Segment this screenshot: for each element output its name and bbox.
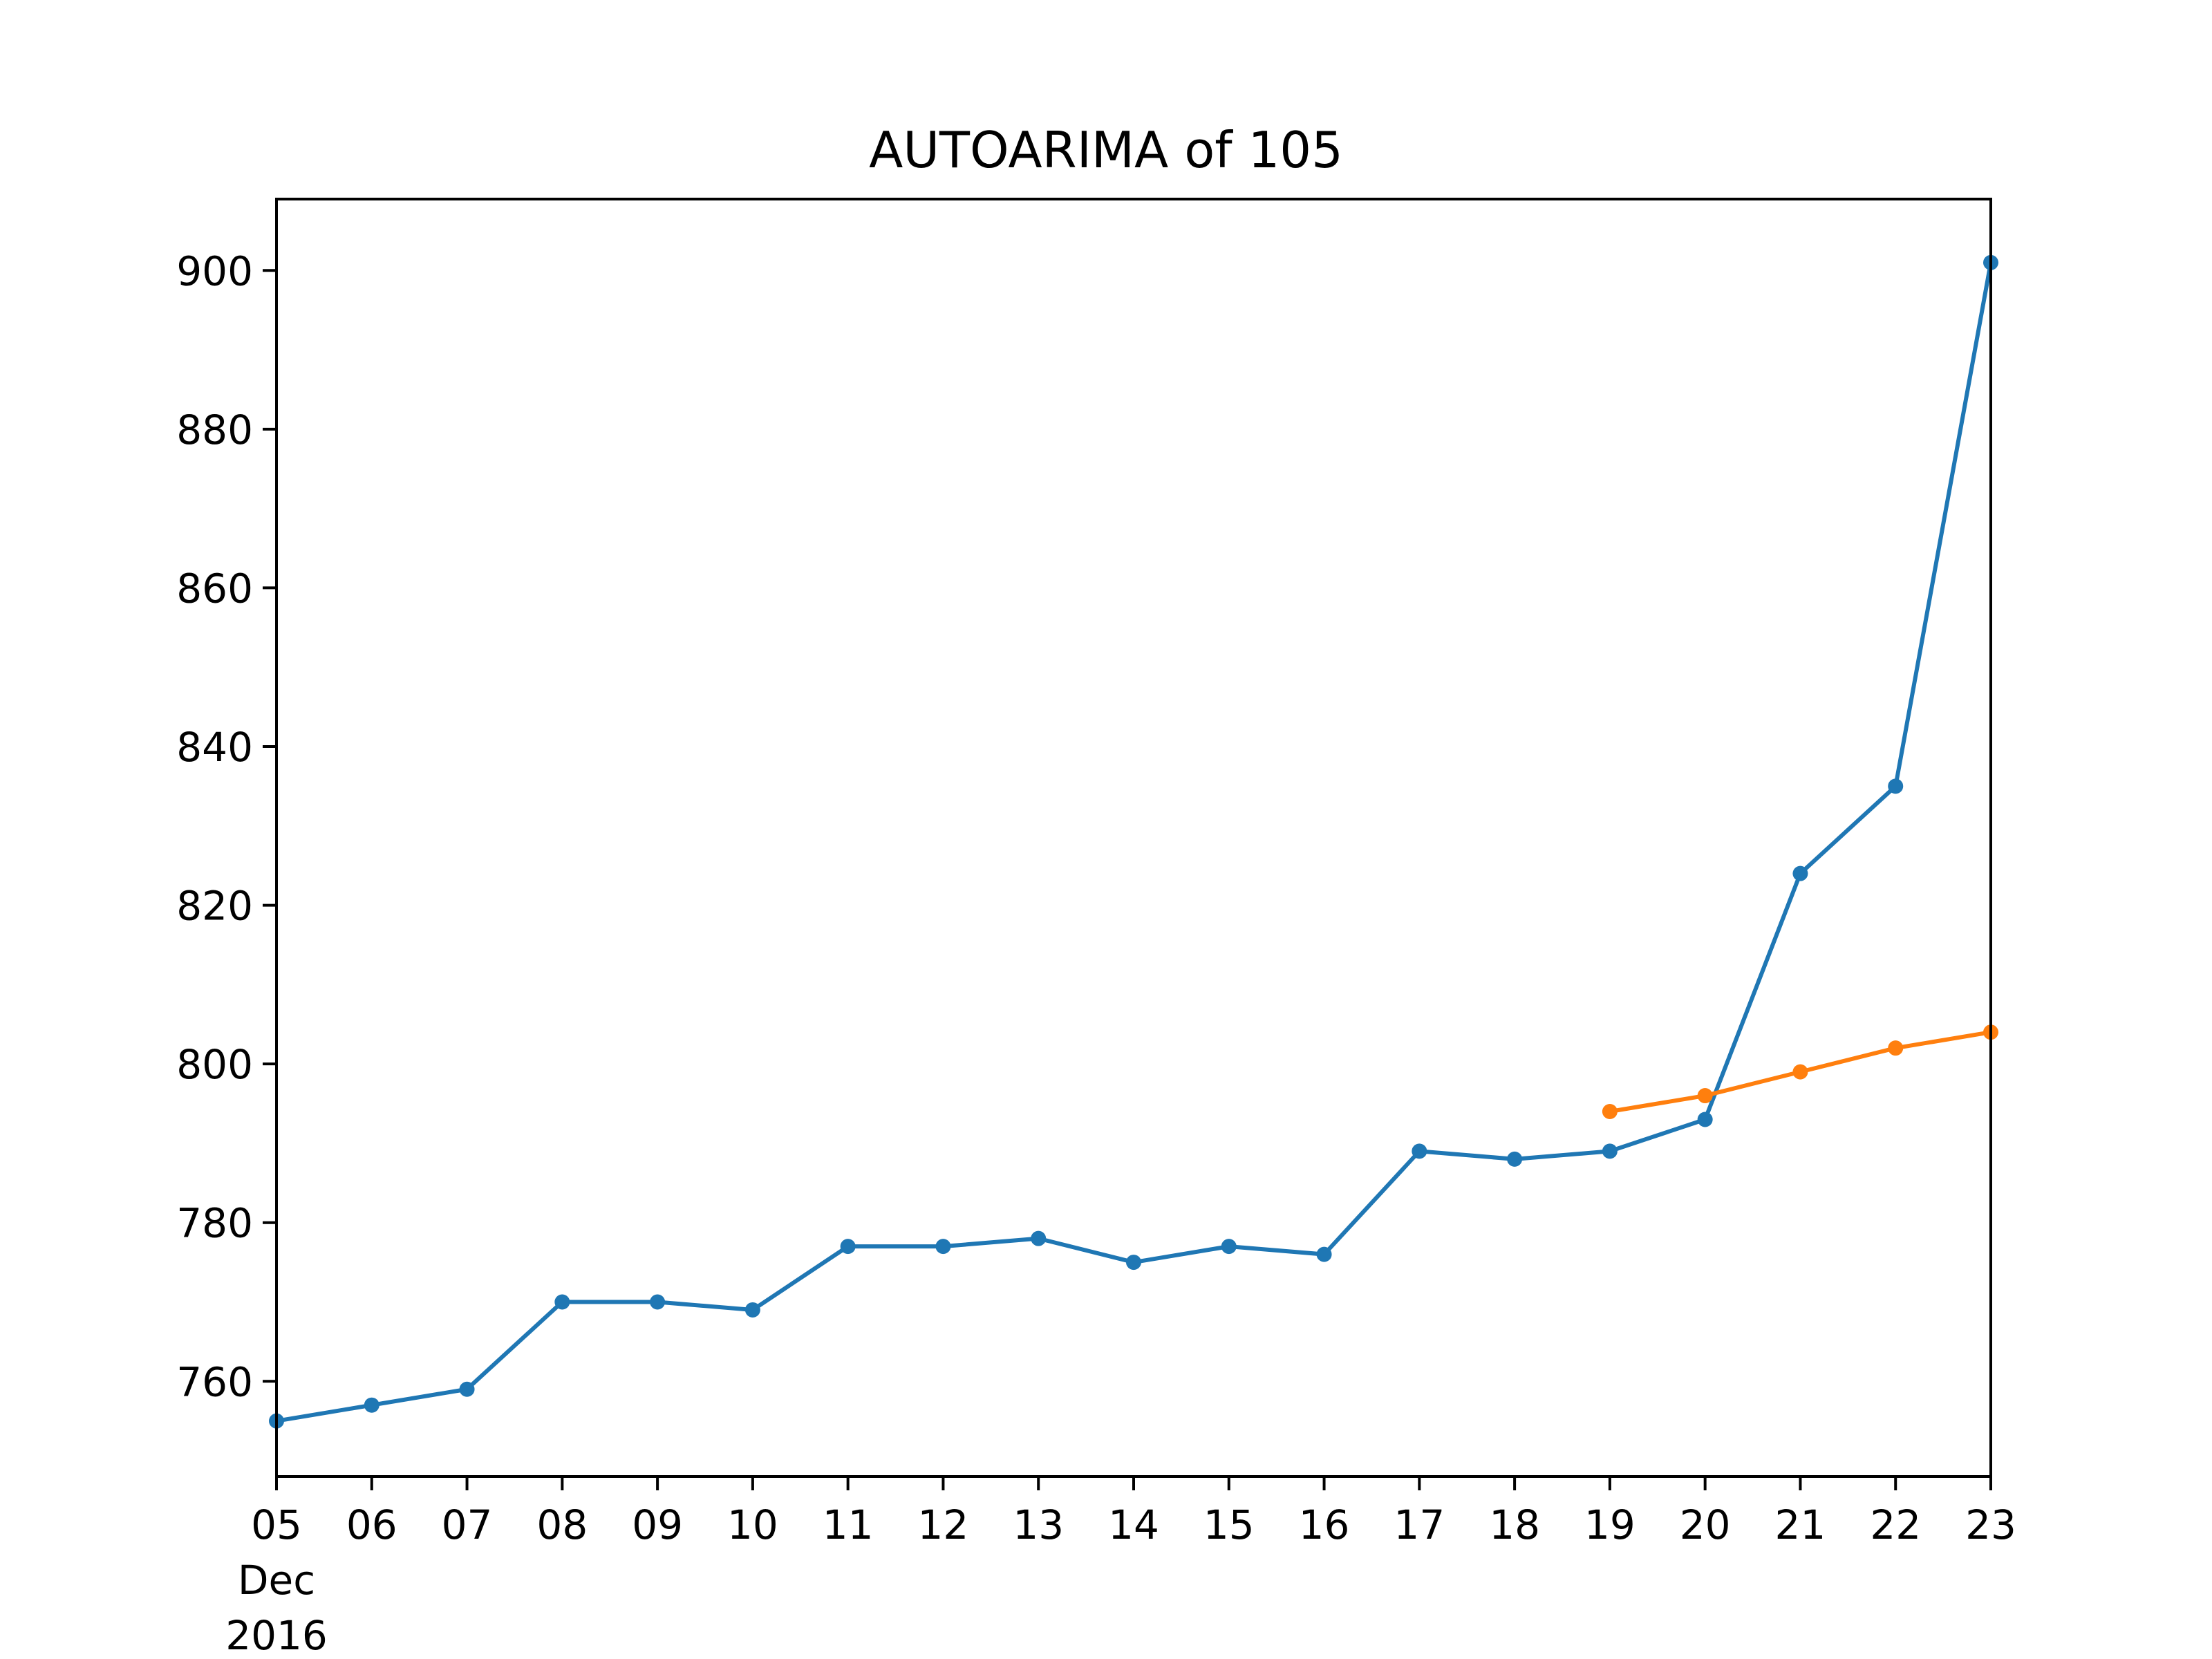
x-tick-label: 08 <box>536 1501 588 1548</box>
x-tick-label: 19 <box>1584 1501 1635 1548</box>
x-tick-label: 11 <box>823 1501 874 1548</box>
series-1-point <box>364 1397 379 1413</box>
series-2-point <box>1888 1040 1904 1056</box>
x-tick-label: 15 <box>1203 1501 1255 1548</box>
x-tick-sublabel: Dec <box>238 1557 315 1604</box>
y-axis: 760 780 800 820 840 860 880 900 <box>176 247 276 1405</box>
y-tick-label: 860 <box>176 565 253 612</box>
x-tick-label: 20 <box>1680 1501 1731 1548</box>
series-2-point <box>1697 1088 1713 1104</box>
series-1-line <box>274 260 1994 1424</box>
y-tick-label: 800 <box>176 1041 253 1088</box>
series-1-point <box>1602 1143 1618 1159</box>
x-axis: 05 06 07 08 09 10 11 12 13 14 15 16 17 18 19 20 21 22 23 De… <box>225 1477 2016 1659</box>
x-tick-label: 13 <box>1013 1501 1064 1548</box>
x-tick-label: 07 <box>442 1501 493 1548</box>
series-1-point <box>1792 865 1808 881</box>
x-tick-label: 10 <box>727 1501 778 1548</box>
x-tick-label: 05 <box>251 1501 302 1548</box>
y-tick-label: 760 <box>176 1358 253 1405</box>
series-1-point <box>1888 778 1904 794</box>
y-tick-label: 820 <box>176 883 253 930</box>
x-tick-label: 21 <box>1775 1501 1826 1548</box>
series-1-point <box>1126 1255 1141 1271</box>
x-tick-label: 17 <box>1394 1501 1445 1548</box>
x-tick-label: 12 <box>918 1501 969 1548</box>
plot-frame <box>275 198 1992 1478</box>
series-1-point <box>1507 1151 1523 1167</box>
y-tick-label: 780 <box>176 1200 253 1247</box>
series-1-point <box>1031 1230 1047 1246</box>
series-2-point <box>1792 1064 1808 1080</box>
series-1-point <box>1221 1239 1237 1255</box>
x-tick-sublabel: 2016 <box>225 1612 328 1659</box>
x-tick-label: 14 <box>1108 1501 1159 1548</box>
x-tick-label: 23 <box>1965 1501 2016 1548</box>
series-1-point <box>1316 1246 1332 1262</box>
x-tick-label: 18 <box>1489 1501 1540 1548</box>
x-tick-label: 16 <box>1299 1501 1350 1548</box>
series-1-point <box>1697 1112 1713 1127</box>
x-tick-label: 09 <box>632 1501 683 1548</box>
chart-title: AUTOARIMA of 105 <box>869 121 1343 179</box>
series-1-point <box>459 1381 475 1397</box>
y-tick-label: 900 <box>176 247 253 294</box>
series-1-point <box>650 1294 666 1310</box>
series-layer <box>269 254 1998 1429</box>
y-tick-label: 840 <box>176 724 253 771</box>
series-2-point <box>1602 1104 1618 1119</box>
series-1-point <box>744 1302 760 1318</box>
y-tick-label: 880 <box>176 406 253 453</box>
series-1-point <box>840 1239 856 1255</box>
series-1-point <box>1412 1143 1427 1159</box>
x-tick-label: 22 <box>1870 1501 1921 1548</box>
x-tick-label: 06 <box>346 1501 397 1548</box>
series-1-point <box>935 1239 951 1255</box>
series-1-point <box>554 1294 570 1310</box>
